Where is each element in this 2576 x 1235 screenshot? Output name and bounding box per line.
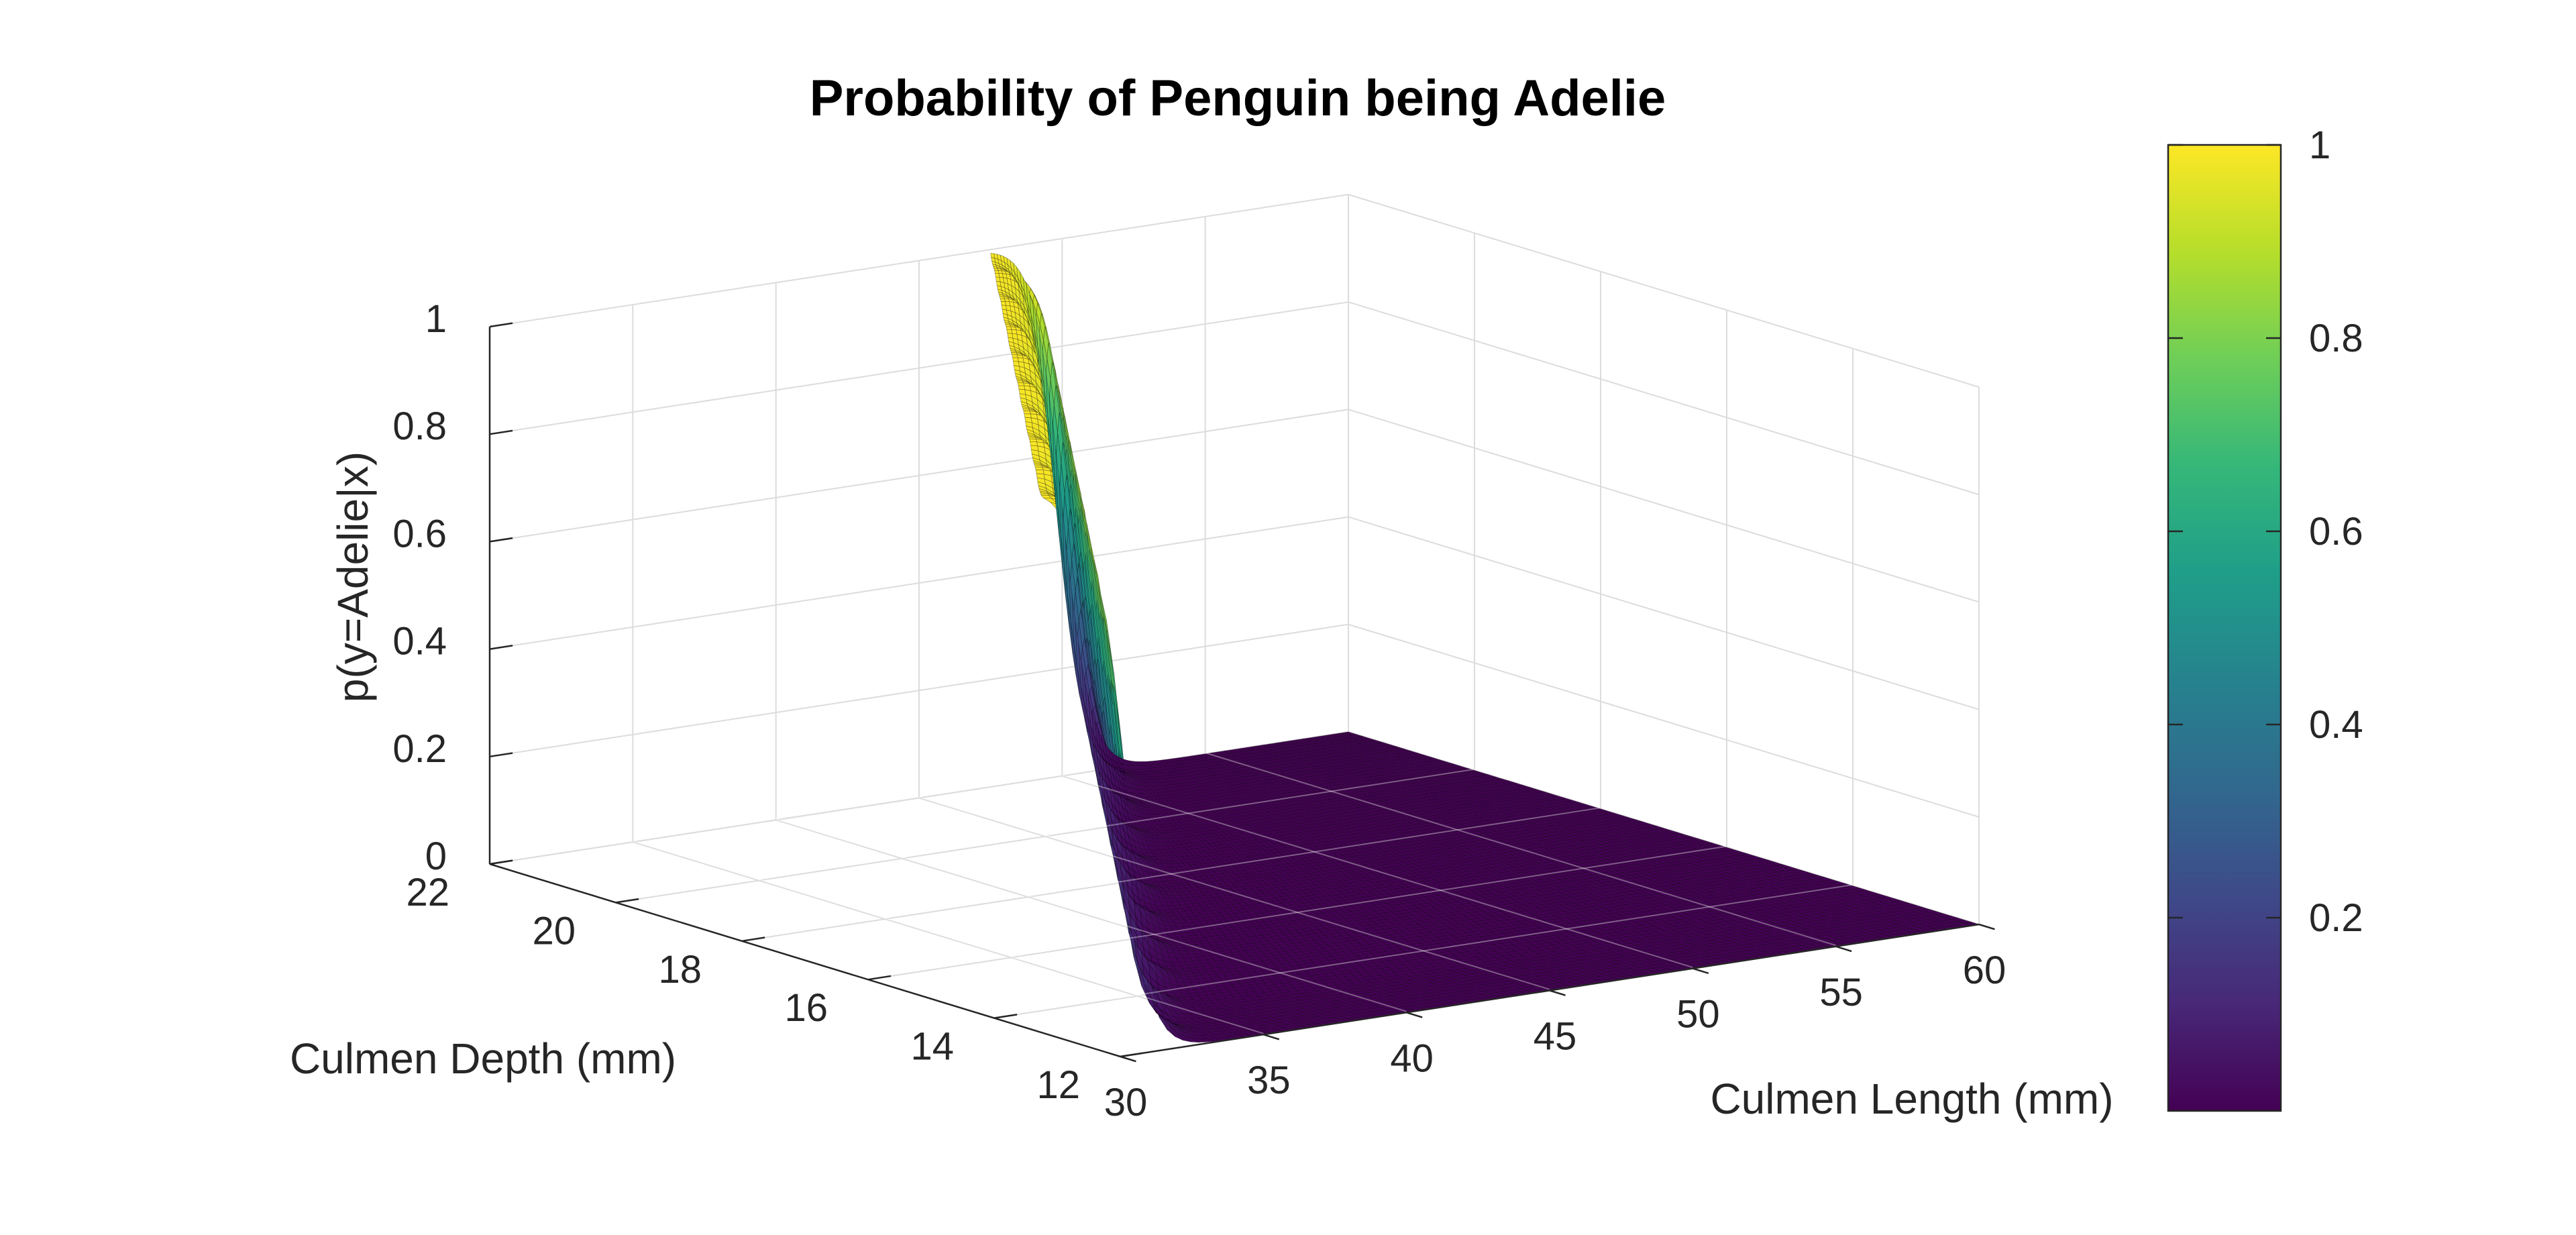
surface-plot xyxy=(633,252,1980,1043)
grid-line xyxy=(1348,194,1980,388)
grid-line xyxy=(489,301,1349,435)
grid-line xyxy=(489,409,1349,543)
grid-line xyxy=(1348,623,1980,818)
grid-line xyxy=(489,516,1349,650)
grid-line xyxy=(1348,409,1980,603)
grid-line xyxy=(489,623,1349,757)
grid-line xyxy=(489,194,1349,327)
grid-line xyxy=(1348,301,1980,496)
grid-line xyxy=(1348,516,1980,710)
